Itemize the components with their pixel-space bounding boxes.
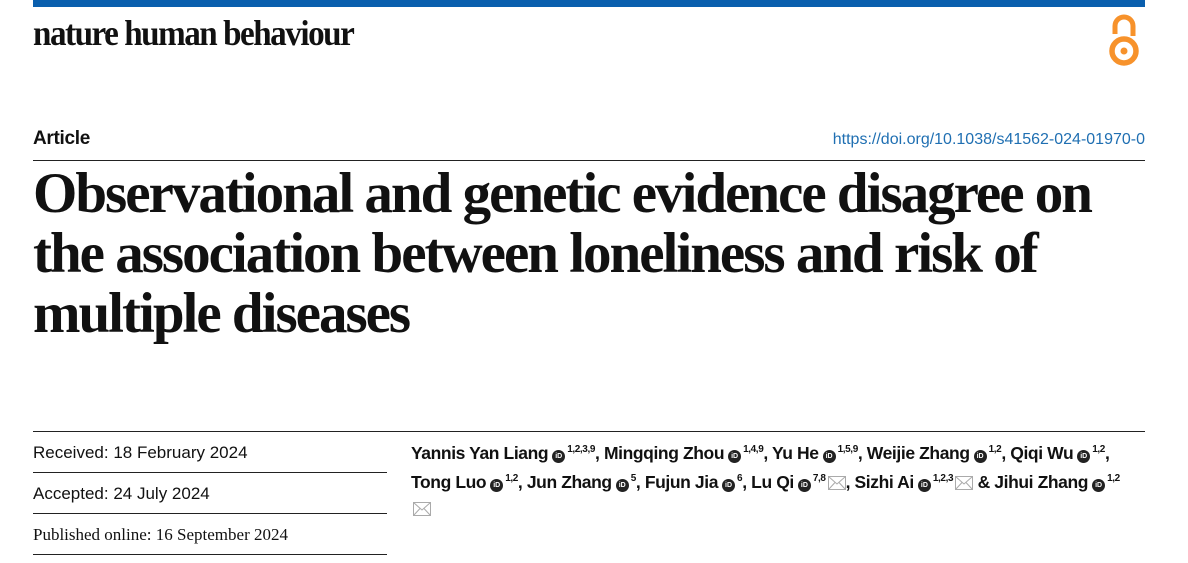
separator: ,	[845, 471, 855, 492]
orcid-icon[interactable]: iD	[728, 449, 742, 463]
orcid-icon[interactable]: iD	[973, 449, 987, 463]
divider	[33, 160, 1145, 161]
author[interactable]: Yannis Yan Liang iD1,2,3,9	[411, 443, 595, 463]
received-date: Received: 18 February 2024	[33, 432, 387, 473]
separator: ,	[595, 442, 604, 463]
open-access-icon	[1109, 14, 1139, 66]
affiliation-numbers: 1,2	[1092, 444, 1105, 455]
accepted-date: Accepted: 24 July 2024	[33, 473, 387, 514]
separator: ,	[857, 442, 867, 463]
affiliation-numbers: 6	[737, 472, 743, 484]
author[interactable]: Mingqing Zhou iD1,4,9	[603, 442, 764, 463]
doi-link[interactable]: https://doi.org/10.1038/s41562-024-01970…	[832, 131, 1145, 148]
affiliation-numbers: 1,2,3,9	[567, 444, 595, 455]
author-name[interactable]: Qiqi Wu	[1010, 442, 1074, 463]
orcid-icon[interactable]: iD	[552, 449, 566, 463]
separator: ,	[742, 471, 752, 492]
author-name[interactable]: Jihui Zhang	[994, 471, 1089, 492]
author-name[interactable]: Lu Qi	[751, 471, 794, 492]
separator: ,	[763, 442, 772, 463]
author-name[interactable]: Yannis Yan Liang	[411, 442, 549, 463]
author-name[interactable]: Mingqing Zhou	[603, 442, 725, 463]
author-name[interactable]: Fujun Jia	[644, 471, 719, 492]
dates-panel: Received: 18 February 2024 Accepted: 24 …	[33, 432, 387, 555]
author[interactable]: Qiqi Wu iD1,2	[1010, 443, 1105, 463]
article-title: Observational and genetic evidence disag…	[33, 162, 1093, 345]
orcid-icon[interactable]: iD	[615, 478, 629, 492]
separator: ,	[517, 471, 527, 492]
author[interactable]: Yu He iD1,5,9	[772, 443, 858, 463]
orcid-icon[interactable]: iD	[722, 478, 736, 492]
author-name[interactable]: Jun Zhang	[526, 471, 612, 492]
author-name[interactable]: Sizhi Ai	[854, 471, 915, 492]
journal-name: nature human behaviour	[33, 13, 355, 53]
email-icon[interactable]	[955, 475, 974, 490]
affiliation-numbers: 7,8	[812, 472, 826, 484]
author[interactable]: Jihui Zhang iD1,2	[411, 472, 1120, 518]
affiliation-numbers: 1,4,9	[743, 444, 764, 455]
email-icon[interactable]	[413, 501, 431, 516]
separator: ,	[1001, 442, 1011, 463]
published-date: Published online: 16 September 2024	[33, 514, 387, 555]
separator: &	[973, 471, 995, 492]
orcid-icon[interactable]: iD	[822, 449, 836, 463]
divider	[33, 431, 1145, 432]
brand-bar	[33, 0, 1145, 7]
orcid-icon[interactable]: iD	[1077, 449, 1091, 463]
author[interactable]: Lu Qi iD7,8	[751, 471, 846, 492]
author-name[interactable]: Yu He	[771, 442, 819, 463]
affiliation-numbers: 5	[630, 472, 637, 484]
author[interactable]: Tong Luo iD1,2	[411, 472, 518, 492]
orcid-icon[interactable]: iD	[1092, 478, 1106, 492]
author[interactable]: Fujun Jia iD6	[644, 471, 743, 492]
orcid-icon[interactable]: iD	[917, 478, 931, 492]
affiliation-numbers: 1,2	[988, 444, 1002, 455]
author[interactable]: Weijie Zhang iD1,2	[867, 443, 1002, 463]
affiliation-numbers: 1,2,3	[932, 472, 954, 484]
email-icon[interactable]	[827, 475, 846, 490]
affiliation-numbers: 1,2	[1107, 472, 1120, 484]
affiliation-numbers: 1,5,9	[837, 444, 859, 455]
author-list: Yannis Yan Liang iD1,2,3,9, Mingqing Zhou…	[411, 437, 1131, 521]
author-name[interactable]: Weijie Zhang	[866, 442, 970, 463]
affiliation-numbers: 1,2	[505, 472, 518, 484]
orcid-icon[interactable]: iD	[490, 478, 504, 492]
separator: ,	[1104, 442, 1110, 463]
separator: ,	[635, 471, 645, 492]
author[interactable]: Jun Zhang iD5	[527, 472, 636, 492]
article-type: Article	[33, 128, 91, 149]
author-name[interactable]: Tong Luo	[411, 471, 487, 492]
author[interactable]: Sizhi Ai iD1,2,3	[855, 472, 974, 492]
orcid-icon[interactable]: iD	[797, 478, 811, 492]
